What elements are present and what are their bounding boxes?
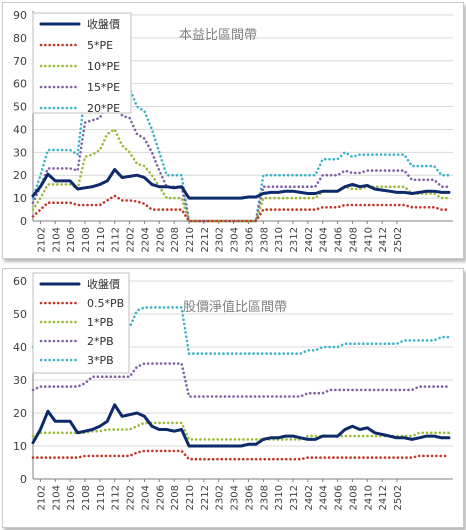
pb-x-tick-label: 2402	[304, 485, 315, 510]
pe-x-tick-label: 2112	[111, 227, 122, 252]
pe-x-tick-label: 2308	[259, 227, 270, 252]
pb-band-chart: 0 10 20 30 40 50 60 2102 2104 2106 2108 2110 2112 220…	[2, 268, 464, 528]
pe-y-tick-label: 70	[13, 55, 27, 68]
pe-x-tick-label: 2212	[200, 227, 211, 252]
pb-x-tick-label: 2208	[170, 485, 181, 510]
pb-legend-label-2: 1*PB	[87, 316, 114, 329]
pe-legend: 收盤價 5*PE 10*PE 15*PE 20*PE	[32, 12, 132, 115]
pe-legend-label-0: 收盤價	[87, 17, 120, 31]
pb-y-tick-label: 0	[20, 473, 27, 486]
pe-y-tick-label: 90	[13, 9, 27, 22]
pb-x-tick-label: 2204	[140, 485, 151, 510]
pe-x-tick-label: 2208	[170, 227, 181, 252]
pb-legend-label-4: 3*PB	[87, 354, 114, 367]
pe-x-tick-label: 2410	[363, 227, 374, 252]
pb-x-tick-label: 2306	[244, 485, 255, 510]
pe-legend-label-1: 5*PE	[87, 39, 113, 52]
pb-legend-label-0: 收盤價	[87, 277, 120, 291]
pe-x-tick-label: 2110	[96, 227, 107, 252]
pb-series-3-line	[31, 362, 451, 398]
pe-y-tick-label: 60	[13, 78, 27, 91]
pe-chart-title: 本益比區間帶	[179, 28, 257, 43]
pb-x-tick-label: 2206	[155, 485, 166, 510]
pb-x-tick-label: 2102	[36, 485, 47, 510]
pb-x-tick-label: 2104	[51, 485, 62, 510]
pb-x-tick-label: 2410	[363, 485, 374, 510]
pb-y-tick-label: 50	[13, 308, 27, 321]
pb-x-tick-label: 2108	[81, 485, 92, 510]
pb-x-tick-label: 2304	[230, 485, 241, 510]
pe-series-0-line	[31, 168, 451, 200]
pe-legend-label-3: 15*PE	[87, 81, 120, 94]
pb-x-tick-label: 2110	[96, 485, 107, 510]
pb-y-tick-label: 30	[13, 374, 27, 387]
pb-x-tick-label: 2312	[289, 485, 300, 510]
pe-x-tick-label: 2406	[334, 227, 345, 252]
pe-x-tick-label: 2108	[81, 227, 92, 252]
pe-x-tick-label: 2210	[185, 227, 196, 252]
pe-legend-box	[32, 12, 132, 114]
pb-legend-label-3: 2*PB	[87, 335, 114, 348]
pb-x-tick-label: 2302	[215, 485, 226, 510]
pe-y-tick-label: 0	[20, 215, 27, 228]
pe-y-tick-label: 80	[13, 32, 27, 45]
pb-y-tick-label: 60	[13, 275, 27, 288]
pe-x-tick-label: 2202	[126, 227, 137, 252]
pe-x-tick-label: 2106	[66, 227, 77, 252]
pe-y-tick-label: 50	[13, 101, 27, 114]
pb-x-tick-label: 2408	[348, 485, 359, 510]
pe-x-tick-label: 2306	[244, 227, 255, 252]
pe-legend-label-4: 20*PE	[87, 102, 120, 115]
pb-x-tick-label: 2310	[274, 485, 285, 510]
pb-x-tick-label: 2212	[200, 485, 211, 510]
pe-series-2-line	[31, 128, 451, 223]
pe-x-tick-label: 2204	[140, 227, 151, 252]
pe-band-chart: 0 10 20 30 40 50 60 70 80 90 2102 2104 2106 2108 2110 2…	[2, 2, 464, 259]
pb-x-tick-label: 2412	[378, 485, 389, 510]
pe-x-tick-label: 2104	[51, 227, 62, 252]
pb-x-tick-label: 2112	[111, 485, 122, 510]
pb-x-tick-label: 2202	[126, 485, 137, 510]
pe-y-tick-label: 30	[13, 146, 27, 159]
pe-x-tick-label: 2206	[155, 227, 166, 252]
pe-x-tick-label: 2412	[378, 227, 389, 252]
pb-x-tick-label: 2210	[185, 485, 196, 510]
pb-x-tick-label: 2404	[319, 485, 330, 510]
pb-legend: 收盤價 0.5*PB 1*PB 2*PB 3*PB	[32, 272, 130, 374]
pe-band-svg: 0 10 20 30 40 50 60 70 80 90 2102 2104 2106 2108 2110 2…	[13, 9, 453, 252]
pb-legend-label-1: 0.5*PB	[87, 297, 124, 310]
pe-x-tick-label: 2402	[304, 227, 315, 252]
pe-x-tick-label: 2102	[36, 227, 47, 252]
pb-chart-title: 股價淨值比區間帶	[183, 299, 287, 315]
pe-x-tick-label: 2502	[393, 227, 404, 252]
pe-x-tick-label: 2404	[319, 227, 330, 252]
pe-y-tick-label: 10	[13, 192, 27, 205]
pb-series-1-line	[31, 449, 451, 461]
pb-y-tick-label: 20	[13, 407, 27, 420]
pe-x-tick-label: 2302	[215, 227, 226, 252]
pb-x-tick-label: 2106	[66, 485, 77, 510]
pe-x-tick-label: 2408	[348, 227, 359, 252]
pb-x-tick-label: 2308	[259, 485, 270, 510]
pe-y-tick-label: 40	[13, 123, 27, 136]
pb-y-tick-label: 10	[13, 440, 27, 453]
pe-x-tick-label: 2312	[289, 227, 300, 252]
pb-band-svg: 0 10 20 30 40 50 60 2102 2104 2106 2108 2110 2112 220…	[13, 272, 453, 510]
pb-series-2-line	[31, 421, 451, 441]
pb-y-tick-label: 40	[13, 341, 27, 354]
pe-x-tick-label: 2304	[230, 227, 241, 252]
pb-x-tick-label: 2406	[334, 485, 345, 510]
pe-legend-label-2: 10*PE	[87, 60, 120, 73]
pb-series-0-line	[31, 403, 451, 448]
pe-x-tick-label: 2310	[274, 227, 285, 252]
pe-y-tick-label: 20	[13, 169, 27, 182]
pb-x-tick-label: 2502	[393, 485, 404, 510]
